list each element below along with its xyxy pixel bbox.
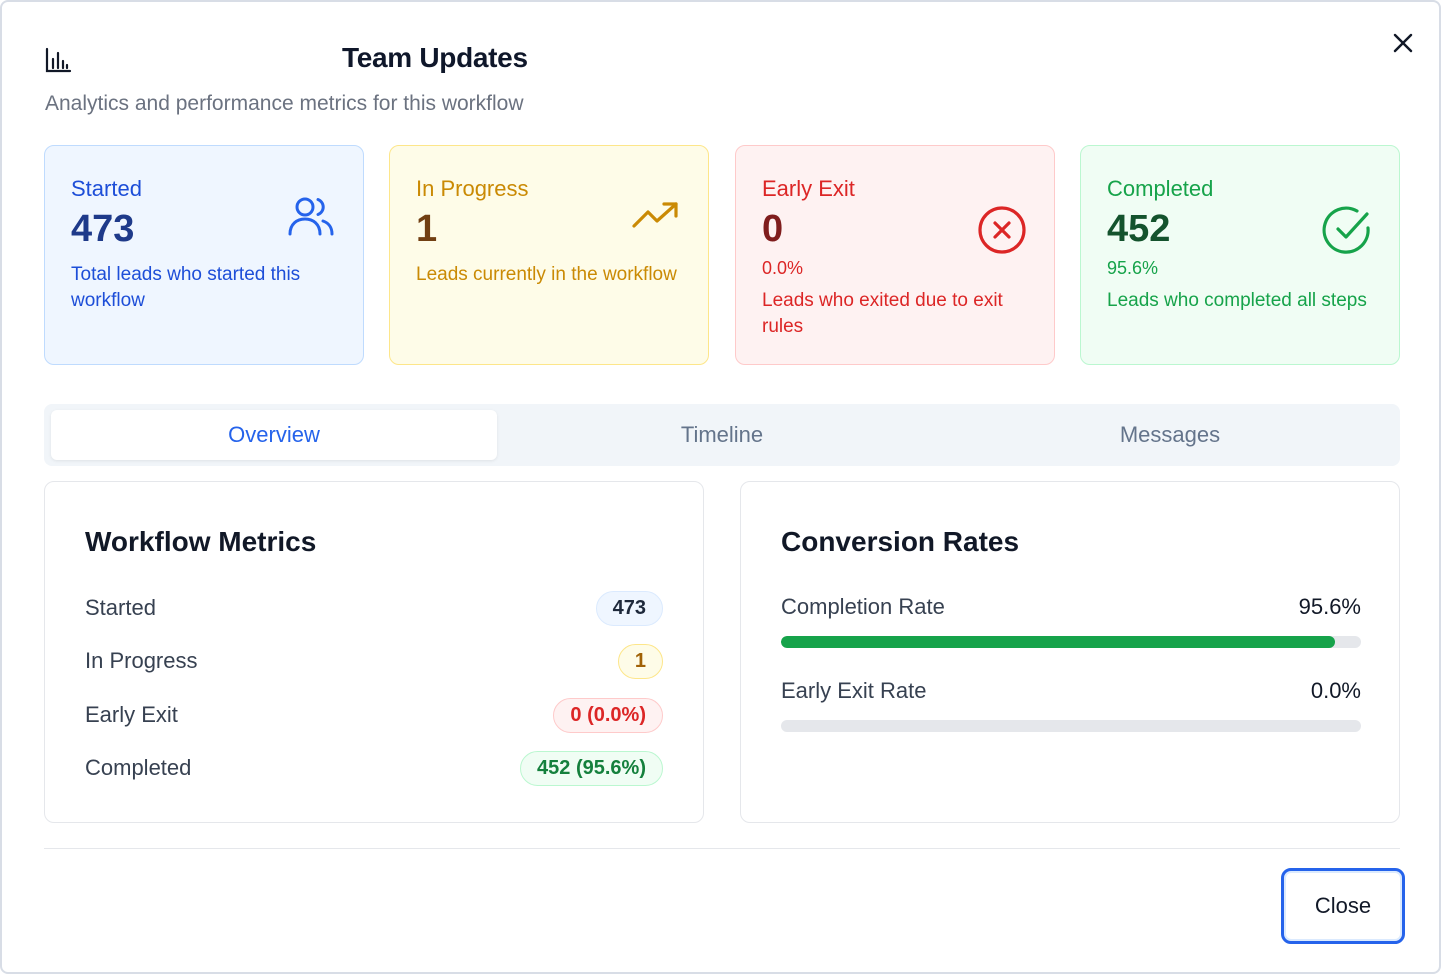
metric-badge: 473	[595, 590, 663, 626]
card-value: 473	[71, 208, 135, 250]
metric-row-in-progress: In Progress 1	[85, 643, 663, 679]
close-button[interactable]: Close	[1281, 868, 1405, 944]
card-percent: 95.6%	[1107, 258, 1159, 278]
card-label: Early Exit	[762, 176, 855, 201]
metric-row-completed: Completed 452 (95.6%)	[85, 750, 663, 786]
tab-overview[interactable]: Overview	[51, 410, 497, 460]
close-icon[interactable]	[1388, 28, 1418, 58]
panel-title: Workflow Metrics	[85, 526, 317, 557]
card-value: 0	[762, 208, 784, 250]
workflow-metrics-panel: Workflow Metrics Started 473 In Progress…	[44, 481, 704, 823]
metric-row-early-exit: Early Exit 0 (0.0%)	[85, 697, 663, 733]
card-completed: Completed 452 95.6% Leads who completed …	[1080, 145, 1400, 365]
summary-cards: Started 473 Total leads who started this…	[44, 145, 1400, 365]
bar-chart-icon	[44, 40, 74, 80]
conversion-rates-panel: Conversion Rates Completion Rate 95.6% E…	[740, 481, 1400, 823]
card-percent: 0.0%	[762, 258, 804, 278]
panel-title: Conversion Rates	[781, 526, 1020, 557]
card-label: Started	[71, 176, 142, 201]
card-early-exit: Early Exit 0 0.0% Leads who exited due t…	[735, 145, 1055, 365]
card-value: 1	[416, 208, 438, 250]
card-description: Total leads who started this workflow	[71, 264, 301, 311]
card-label: Completed	[1107, 176, 1214, 201]
tab-messages[interactable]: Messages	[1119, 422, 1221, 447]
metric-label: In Progress	[85, 648, 198, 673]
tab-bar: Overview Timeline Messages	[44, 404, 1400, 466]
metric-badge: 1	[617, 643, 663, 679]
rate-value: 0.0%	[1310, 678, 1361, 703]
card-started: Started 473 Total leads who started this…	[44, 145, 364, 365]
dialog-subtitle: Analytics and performance metrics for th…	[45, 92, 524, 115]
trending-up-icon	[630, 192, 682, 244]
card-description: Leads currently in the workflow	[416, 264, 677, 285]
metric-label: Completed	[85, 755, 192, 780]
card-description: Leads who exited due to exit rules	[762, 290, 1003, 337]
rate-value: 95.6%	[1298, 594, 1361, 619]
rate-row-completion: Completion Rate 95.6%	[781, 594, 1361, 648]
card-value: 452	[1107, 208, 1171, 250]
dialog-title: Team Updates	[342, 42, 528, 73]
tab-timeline[interactable]: Timeline	[680, 422, 764, 447]
metric-label: Started	[85, 595, 156, 620]
rate-row-early-exit: Early Exit Rate 0.0%	[781, 678, 1361, 732]
completion-progress-track	[781, 636, 1361, 648]
footer-divider	[44, 848, 1400, 849]
metric-row-started: Started 473	[85, 590, 663, 626]
early-exit-progress-track	[781, 720, 1361, 732]
rate-label: Early Exit Rate	[781, 678, 927, 703]
card-in-progress: In Progress 1 Leads currently in the wor…	[389, 145, 709, 365]
rate-label: Completion Rate	[781, 594, 945, 619]
completion-progress-fill	[781, 636, 1336, 648]
metric-label: Early Exit	[85, 702, 178, 727]
users-icon	[285, 192, 337, 244]
x-circle-icon	[976, 204, 1028, 256]
metric-badge: 0 (0.0%)	[553, 697, 663, 733]
dialog-header: Team Updates Analytics and performance m…	[44, 40, 528, 115]
check-circle-icon	[1321, 204, 1373, 256]
metric-badge: 452 (95.6%)	[520, 750, 663, 786]
card-description: Leads who completed all steps	[1107, 290, 1367, 311]
card-label: In Progress	[416, 176, 529, 201]
